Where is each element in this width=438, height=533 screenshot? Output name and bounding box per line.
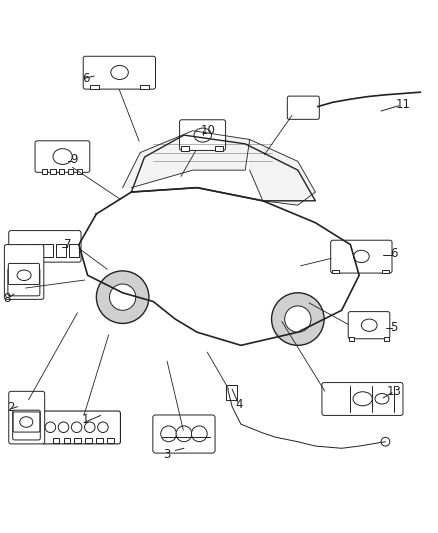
Circle shape xyxy=(96,271,149,324)
FancyBboxPatch shape xyxy=(43,244,53,257)
FancyBboxPatch shape xyxy=(90,85,99,89)
Circle shape xyxy=(110,284,136,310)
Text: 11: 11 xyxy=(396,98,410,111)
Ellipse shape xyxy=(85,422,95,432)
FancyBboxPatch shape xyxy=(53,438,59,442)
Ellipse shape xyxy=(353,251,369,263)
FancyBboxPatch shape xyxy=(287,96,319,119)
FancyBboxPatch shape xyxy=(180,120,226,150)
FancyBboxPatch shape xyxy=(13,412,40,432)
Ellipse shape xyxy=(98,422,108,432)
FancyBboxPatch shape xyxy=(8,263,39,285)
Circle shape xyxy=(272,293,324,345)
Ellipse shape xyxy=(17,270,31,280)
Text: 8: 8 xyxy=(3,292,10,304)
Text: 13: 13 xyxy=(387,385,402,398)
Text: 3: 3 xyxy=(163,448,170,462)
Text: 9: 9 xyxy=(70,152,78,166)
Ellipse shape xyxy=(361,319,377,332)
Ellipse shape xyxy=(191,426,207,442)
FancyBboxPatch shape xyxy=(349,337,354,341)
FancyBboxPatch shape xyxy=(322,383,403,415)
FancyBboxPatch shape xyxy=(18,244,27,257)
FancyBboxPatch shape xyxy=(382,270,389,273)
Text: 6: 6 xyxy=(81,71,89,85)
FancyBboxPatch shape xyxy=(181,147,189,151)
Ellipse shape xyxy=(53,149,72,165)
FancyBboxPatch shape xyxy=(8,268,40,296)
Ellipse shape xyxy=(111,66,128,79)
Polygon shape xyxy=(123,131,250,188)
Text: 10: 10 xyxy=(201,124,215,137)
FancyBboxPatch shape xyxy=(4,245,44,300)
Text: 6: 6 xyxy=(390,247,398,260)
FancyBboxPatch shape xyxy=(215,147,223,151)
FancyBboxPatch shape xyxy=(9,231,81,262)
FancyBboxPatch shape xyxy=(107,438,114,442)
FancyBboxPatch shape xyxy=(9,391,45,444)
FancyBboxPatch shape xyxy=(85,438,92,442)
FancyBboxPatch shape xyxy=(13,410,40,440)
Ellipse shape xyxy=(381,437,390,446)
FancyBboxPatch shape xyxy=(331,240,392,273)
Ellipse shape xyxy=(20,417,33,427)
Text: 5: 5 xyxy=(391,321,398,334)
FancyBboxPatch shape xyxy=(50,169,56,174)
FancyBboxPatch shape xyxy=(68,169,73,174)
Ellipse shape xyxy=(45,422,56,432)
FancyBboxPatch shape xyxy=(35,141,90,172)
Polygon shape xyxy=(250,140,315,205)
FancyBboxPatch shape xyxy=(348,312,390,339)
FancyBboxPatch shape xyxy=(42,169,47,174)
Text: 2: 2 xyxy=(7,401,15,414)
FancyBboxPatch shape xyxy=(384,337,389,341)
FancyBboxPatch shape xyxy=(64,438,70,442)
Ellipse shape xyxy=(353,392,372,406)
FancyBboxPatch shape xyxy=(140,85,149,89)
FancyBboxPatch shape xyxy=(96,438,103,442)
FancyBboxPatch shape xyxy=(69,244,79,257)
Ellipse shape xyxy=(375,393,389,404)
FancyBboxPatch shape xyxy=(77,169,82,174)
Text: 1: 1 xyxy=(81,413,89,426)
FancyBboxPatch shape xyxy=(56,244,66,257)
FancyBboxPatch shape xyxy=(226,385,237,400)
Ellipse shape xyxy=(194,128,212,142)
Ellipse shape xyxy=(161,426,177,442)
FancyBboxPatch shape xyxy=(74,438,81,442)
FancyBboxPatch shape xyxy=(153,415,215,453)
Ellipse shape xyxy=(58,422,69,432)
FancyBboxPatch shape xyxy=(59,169,64,174)
Ellipse shape xyxy=(71,422,82,432)
Circle shape xyxy=(285,306,311,332)
FancyBboxPatch shape xyxy=(332,270,339,273)
Text: 7: 7 xyxy=(64,238,72,251)
FancyBboxPatch shape xyxy=(30,244,39,257)
FancyBboxPatch shape xyxy=(42,411,120,444)
Ellipse shape xyxy=(176,426,192,442)
FancyBboxPatch shape xyxy=(83,56,155,89)
Text: 4: 4 xyxy=(235,398,243,411)
